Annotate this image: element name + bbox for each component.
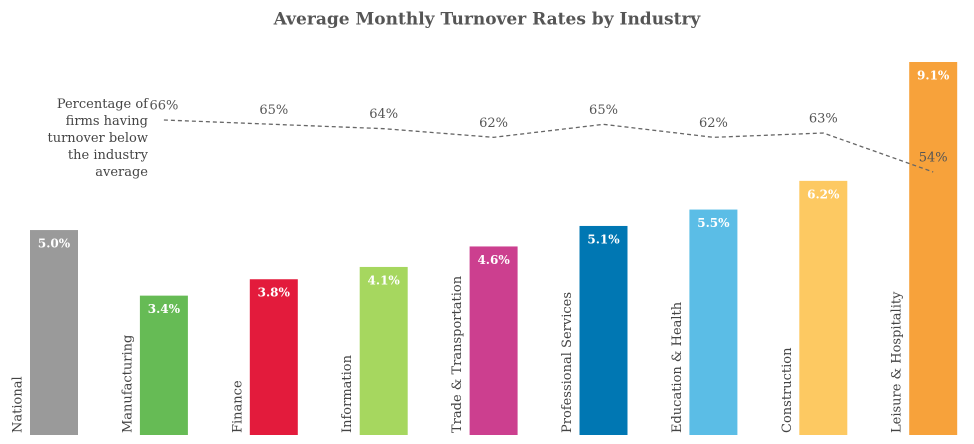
line-value-label: 62%	[699, 116, 728, 131]
category-label: Finance	[230, 380, 245, 433]
category-label: Leisure & Hospitality	[890, 291, 905, 433]
value-label: 6.2%	[807, 187, 840, 201]
bar	[469, 246, 518, 435]
bar	[689, 209, 738, 435]
chart-title: Average Monthly Turnover Rates by Indust…	[273, 10, 702, 30]
category-label: Information	[340, 354, 355, 433]
bar	[799, 180, 848, 435]
line-value-label: 64%	[369, 107, 398, 122]
line-value-label: 65%	[589, 103, 618, 118]
value-label: 4.1%	[368, 273, 401, 287]
bar	[359, 266, 408, 435]
value-label: 3.8%	[258, 286, 291, 300]
category-label: National	[11, 376, 26, 433]
value-label: 4.6%	[477, 253, 510, 267]
line-value-label: 66%	[149, 99, 178, 114]
category-label: Construction	[780, 347, 795, 433]
line-label: Percentage of firms having turnover belo…	[47, 97, 148, 180]
bar	[249, 279, 298, 435]
line-value-label: 62%	[479, 116, 508, 131]
value-label: 5.0%	[38, 237, 71, 251]
bar	[30, 230, 78, 435]
line-value-label: 63%	[809, 112, 838, 127]
category-label: Professional Services	[560, 292, 575, 433]
line-value-label: 65%	[259, 103, 288, 118]
value-label: 3.4%	[148, 302, 181, 316]
bar	[139, 295, 188, 435]
category-label: Education & Health	[670, 301, 685, 433]
line	[163, 119, 934, 173]
category-label: Trade & Transportation	[450, 275, 465, 433]
value-label: 5.1%	[587, 232, 620, 246]
value-label: 5.5%	[697, 216, 730, 230]
category-label: Manufacturing	[120, 335, 135, 433]
bar	[909, 62, 958, 435]
line-value-label: 54%	[919, 151, 948, 166]
value-label: 9.1%	[917, 69, 950, 83]
bar	[579, 225, 628, 435]
